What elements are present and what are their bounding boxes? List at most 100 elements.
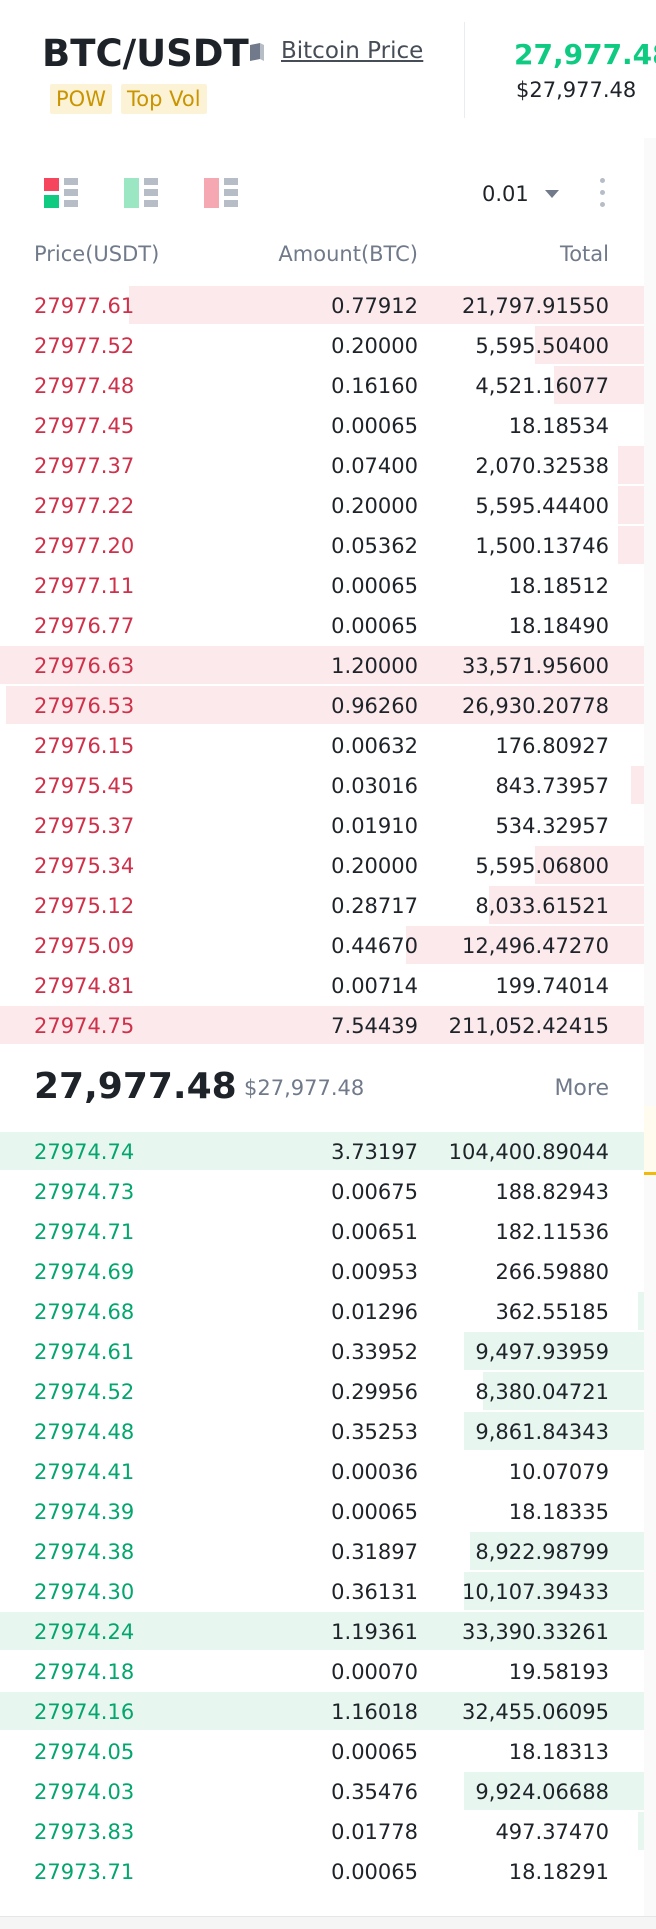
bid-row[interactable]: 27974.52 0.29956 8,380.04721 bbox=[0, 1372, 644, 1412]
row-price: 27976.63 bbox=[34, 654, 135, 678]
bid-row[interactable]: 27974.48 0.35253 9,861.84343 bbox=[0, 1412, 644, 1452]
row-total: 188.82943 bbox=[495, 1180, 609, 1204]
ask-row[interactable]: 27977.61 0.77912 21,797.91550 bbox=[0, 286, 644, 326]
depth-bar bbox=[0, 1612, 644, 1650]
row-amount: 0.44670 bbox=[331, 934, 418, 958]
ask-row[interactable]: 27977.11 0.00065 18.18512 bbox=[0, 566, 644, 606]
tag-top-vol[interactable]: Top Vol bbox=[121, 84, 207, 114]
row-total: 362.55185 bbox=[495, 1300, 609, 1324]
row-total: 9,861.84343 bbox=[475, 1420, 609, 1444]
row-price: 27976.15 bbox=[34, 734, 135, 758]
row-price: 27977.37 bbox=[34, 454, 135, 478]
last-price: 27,977.48 bbox=[514, 38, 656, 71]
ask-row[interactable]: 27974.81 0.00714 199.74014 bbox=[0, 966, 644, 1006]
row-amount: 0.16160 bbox=[331, 374, 418, 398]
more-options-icon[interactable] bbox=[600, 178, 606, 212]
last-price-usd: $27,977.48 bbox=[516, 78, 637, 102]
bid-row[interactable]: 27974.69 0.00953 266.59880 bbox=[0, 1252, 644, 1292]
row-amount: 0.00065 bbox=[331, 1740, 418, 1764]
row-amount: 1.16018 bbox=[331, 1700, 418, 1724]
row-price: 27975.34 bbox=[34, 854, 135, 878]
depth-bar bbox=[470, 1532, 644, 1570]
bid-row[interactable]: 27973.71 0.00065 18.18291 bbox=[0, 1852, 644, 1892]
ask-row[interactable]: 27975.34 0.20000 5,595.06800 bbox=[0, 846, 644, 886]
mode-bids-icon[interactable] bbox=[124, 178, 160, 212]
row-total: 497.37470 bbox=[495, 1820, 609, 1844]
ask-row[interactable]: 27975.09 0.44670 12,496.47270 bbox=[0, 926, 644, 966]
chevron-down-icon[interactable] bbox=[545, 190, 559, 198]
bid-row[interactable]: 27974.68 0.01296 362.55185 bbox=[0, 1292, 644, 1332]
ask-row[interactable]: 27977.48 0.16160 4,521.16077 bbox=[0, 366, 644, 406]
tag-pow[interactable]: POW bbox=[50, 84, 112, 114]
order-book: 0.01 Price(USDT) Amount(BTC) Total 27977… bbox=[0, 138, 645, 1916]
bid-row[interactable]: 27973.83 0.01778 497.37470 bbox=[0, 1812, 644, 1852]
pair-header: BTC/USDT Bitcoin Price POW Top Vol 27,97… bbox=[0, 0, 656, 139]
row-price: 27974.74 bbox=[34, 1140, 135, 1164]
ask-row[interactable]: 27976.53 0.96260 26,930.20778 bbox=[0, 686, 644, 726]
row-total: 5,595.06800 bbox=[475, 854, 609, 878]
row-price: 27974.05 bbox=[34, 1740, 135, 1764]
row-price: 27974.30 bbox=[34, 1580, 135, 1604]
row-total: 10,107.39433 bbox=[462, 1580, 609, 1604]
row-amount: 0.28717 bbox=[331, 894, 418, 918]
bid-row[interactable]: 27974.18 0.00070 19.58193 bbox=[0, 1652, 644, 1692]
precision-select[interactable]: 0.01 bbox=[482, 182, 529, 206]
ask-row[interactable]: 27975.37 0.01910 534.32957 bbox=[0, 806, 644, 846]
row-total: 26,930.20778 bbox=[462, 694, 609, 718]
row-amount: 0.96260 bbox=[331, 694, 418, 718]
ask-row[interactable]: 27974.75 7.54439 211,052.42415 bbox=[0, 1006, 644, 1046]
mode-both-icon[interactable] bbox=[44, 178, 80, 212]
row-price: 27974.69 bbox=[34, 1260, 135, 1284]
ask-row[interactable]: 27977.45 0.00065 18.18534 bbox=[0, 406, 644, 446]
bid-row[interactable]: 27974.24 1.19361 33,390.33261 bbox=[0, 1612, 644, 1652]
row-total: 18.18291 bbox=[508, 1860, 609, 1884]
ask-row[interactable]: 27976.63 1.20000 33,571.95600 bbox=[0, 646, 644, 686]
depth-bar bbox=[0, 646, 644, 684]
row-total: 8,922.98799 bbox=[475, 1540, 609, 1564]
bitcoin-price-link[interactable]: Bitcoin Price bbox=[281, 38, 424, 64]
bid-row[interactable]: 27974.71 0.00651 182.11536 bbox=[0, 1212, 644, 1252]
bid-row[interactable]: 27974.61 0.33952 9,497.93959 bbox=[0, 1332, 644, 1372]
bid-row[interactable]: 27974.16 1.16018 32,455.06095 bbox=[0, 1692, 644, 1732]
header-divider bbox=[464, 22, 465, 118]
ask-row[interactable]: 27977.22 0.20000 5,595.44400 bbox=[0, 486, 644, 526]
side-panel-edge bbox=[644, 138, 656, 1916]
ask-row[interactable]: 27975.45 0.03016 843.73957 bbox=[0, 766, 644, 806]
row-total: 18.18335 bbox=[508, 1500, 609, 1524]
row-total: 8,033.61521 bbox=[475, 894, 609, 918]
row-total: 33,571.95600 bbox=[462, 654, 609, 678]
row-total: 176.80927 bbox=[495, 734, 609, 758]
ask-row[interactable]: 27976.15 0.00632 176.80927 bbox=[0, 726, 644, 766]
row-price: 27974.52 bbox=[34, 1380, 135, 1404]
more-link[interactable]: More bbox=[554, 1076, 609, 1101]
ask-row[interactable]: 27977.52 0.20000 5,595.50400 bbox=[0, 326, 644, 366]
row-price: 27977.61 bbox=[34, 294, 135, 318]
ask-row[interactable]: 27977.37 0.07400 2,070.32538 bbox=[0, 446, 644, 486]
book-icon[interactable] bbox=[248, 43, 266, 63]
bid-row[interactable]: 27974.30 0.36131 10,107.39433 bbox=[0, 1572, 644, 1612]
row-total: 18.18534 bbox=[508, 414, 609, 438]
bid-row[interactable]: 27974.74 3.73197 104,400.89044 bbox=[0, 1132, 644, 1172]
mode-asks-icon[interactable] bbox=[204, 178, 240, 212]
bid-row[interactable]: 27974.73 0.00675 188.82943 bbox=[0, 1172, 644, 1212]
row-total: 9,497.93959 bbox=[475, 1340, 609, 1364]
bid-row[interactable]: 27974.41 0.00036 10.07079 bbox=[0, 1452, 644, 1492]
row-price: 27974.24 bbox=[34, 1620, 135, 1644]
row-total: 12,496.47270 bbox=[462, 934, 609, 958]
row-price: 27973.83 bbox=[34, 1820, 135, 1844]
ask-row[interactable]: 27977.20 0.05362 1,500.13746 bbox=[0, 526, 644, 566]
row-total: 33,390.33261 bbox=[462, 1620, 609, 1644]
bid-row[interactable]: 27974.03 0.35476 9,924.06688 bbox=[0, 1772, 644, 1812]
row-price: 27974.03 bbox=[34, 1780, 135, 1804]
row-price: 27977.22 bbox=[34, 494, 135, 518]
row-price: 27974.71 bbox=[34, 1220, 135, 1244]
bid-row[interactable]: 27974.39 0.00065 18.18335 bbox=[0, 1492, 644, 1532]
row-price: 27977.45 bbox=[34, 414, 135, 438]
depth-bar bbox=[483, 1372, 644, 1410]
ask-row[interactable]: 27975.12 0.28717 8,033.61521 bbox=[0, 886, 644, 926]
depth-bar bbox=[0, 1132, 644, 1170]
bid-row[interactable]: 27974.05 0.00065 18.18313 bbox=[0, 1732, 644, 1772]
ask-row[interactable]: 27976.77 0.00065 18.18490 bbox=[0, 606, 644, 646]
row-amount: 0.00070 bbox=[331, 1660, 418, 1684]
bid-row[interactable]: 27974.38 0.31897 8,922.98799 bbox=[0, 1532, 644, 1572]
